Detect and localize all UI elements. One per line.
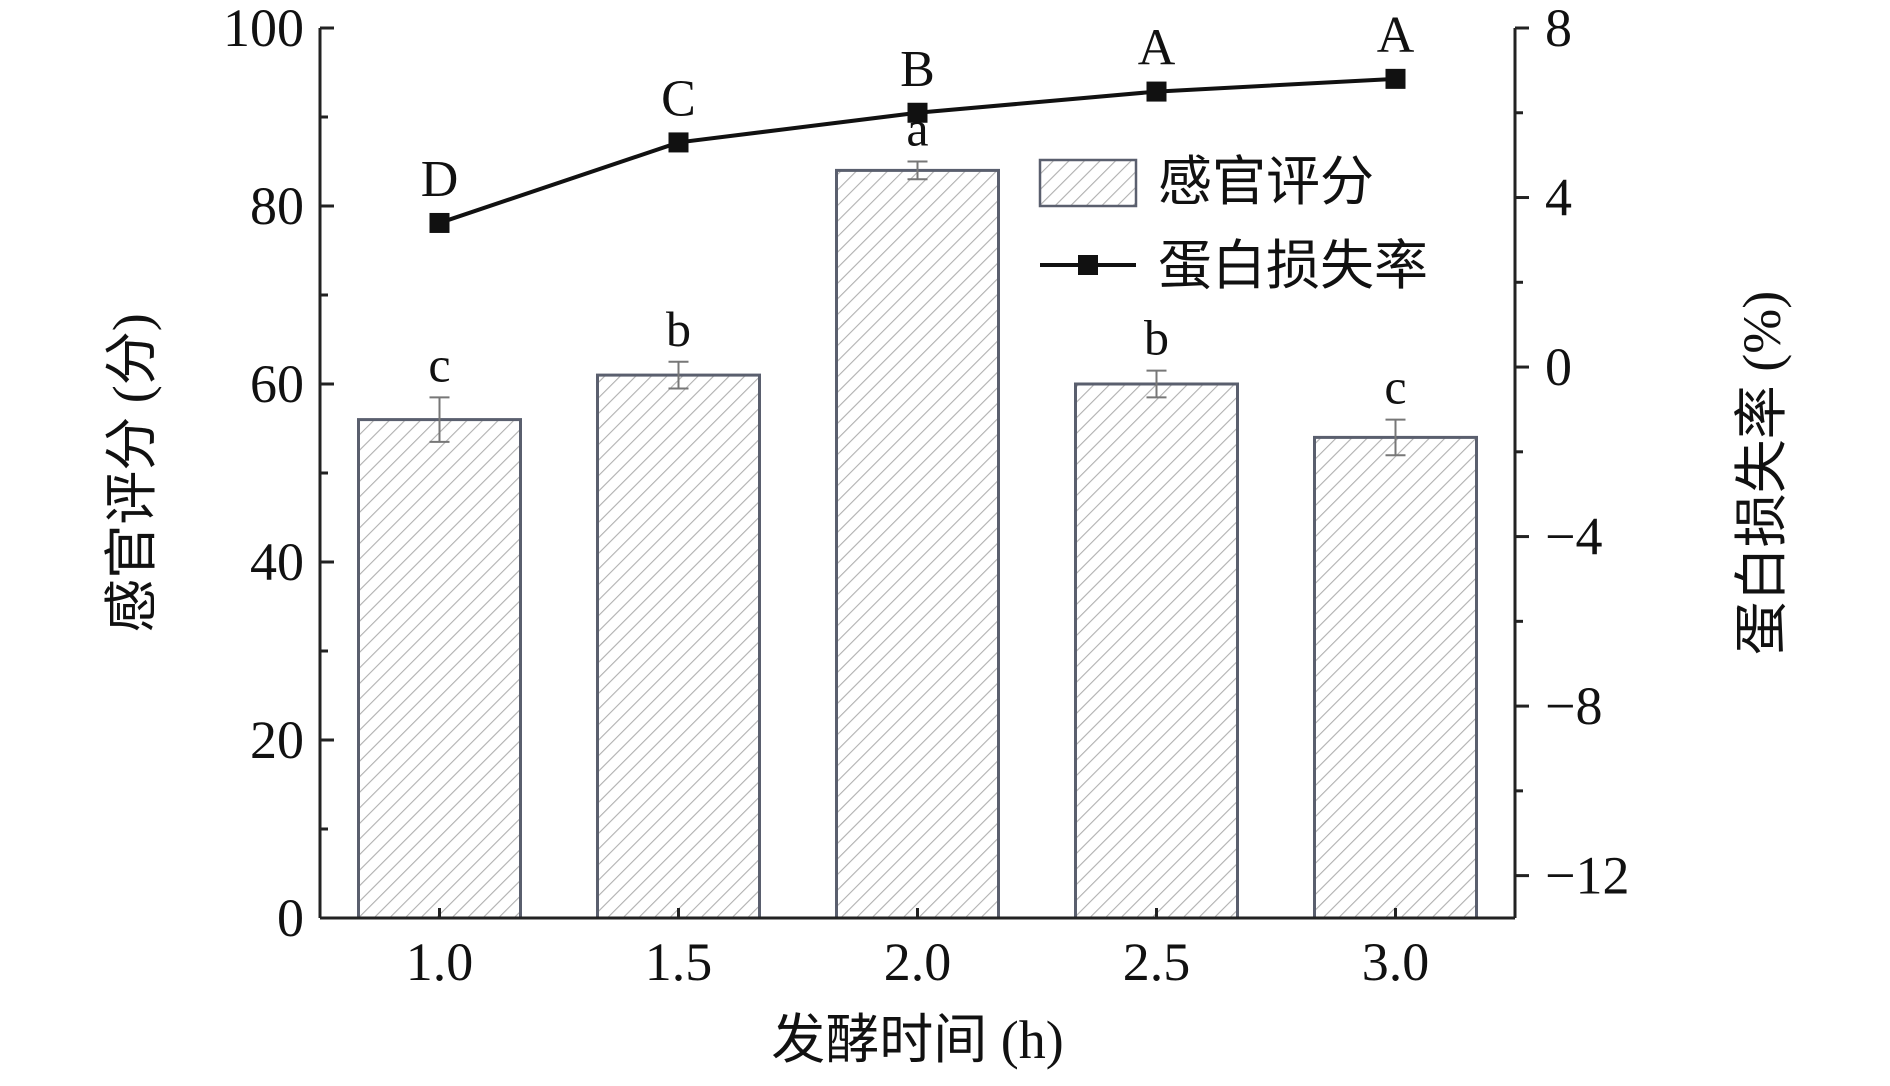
bar-2.5: [1074, 382, 1239, 920]
bar-label-2.0: a: [906, 101, 928, 157]
bar-2.0: [835, 168, 1000, 920]
right-tick-label--8: −8: [1545, 676, 1602, 736]
line-marker-2.5: [1146, 81, 1167, 102]
right-tick-label--4: −4: [1545, 507, 1602, 567]
right-tick-label-8: 8: [1545, 0, 1572, 58]
y-axis-left-title: 感官评分 (分): [102, 313, 162, 632]
left-tick-label-20: 20: [250, 710, 304, 770]
x-tick-label-2.0: 2.0: [884, 932, 952, 992]
x-tick-label-1.0: 1.0: [406, 932, 474, 992]
line-label-2.5: A: [1138, 20, 1176, 77]
right-tick-label-0: 0: [1545, 337, 1572, 397]
left-tick-label-80: 80: [250, 176, 304, 236]
line-marker-1.0: [429, 212, 450, 233]
bar-1.0: [357, 418, 522, 920]
bar-label-1.0: c: [428, 336, 450, 392]
line-label-1.0: D: [421, 151, 459, 208]
labels-layer: c b a b c D C B A A: [421, 7, 1415, 415]
legend-swatch-bar: [1038, 158, 1138, 208]
bar-label-1.5: b: [666, 301, 691, 357]
line-label-1.5: C: [661, 70, 696, 127]
x-axis-title: 发酵时间 (h): [771, 1010, 1063, 1070]
x-tick-label-3.0: 3.0: [1362, 932, 1430, 992]
bar-3.0: [1313, 435, 1478, 920]
left-tick-label-60: 60: [250, 354, 304, 414]
axes-layer: 0 20 40 60 80 100 −12 −8 −4 0 4 8 1.0 1.5 2.0 2.5 3.0 发酵时…: [102, 0, 1792, 1070]
line-marker-3.0: [1385, 68, 1406, 89]
error-bars-layer: [429, 160, 1406, 457]
line-label-2.0: B: [900, 41, 935, 98]
bar-label-2.5: b: [1144, 310, 1169, 366]
legend-swatch-marker: [1078, 255, 1098, 275]
right-tick-label--12: −12: [1545, 846, 1629, 906]
right-tick-label-4: 4: [1545, 168, 1572, 228]
left-tick-label-0: 0: [277, 888, 304, 948]
left-tick-label-100: 100: [223, 0, 304, 58]
line-label-3.0: A: [1377, 7, 1415, 64]
line-marker-1.5: [668, 132, 689, 153]
line-marker-2.0: [907, 102, 928, 123]
line-layer: [429, 68, 1406, 233]
legend-label-bar: 感官评分: [1158, 152, 1374, 212]
y-axis-right-title: 蛋白损失率 (%): [1732, 291, 1792, 655]
legend-label-line: 蛋白损失率: [1158, 236, 1428, 296]
bar-1.5: [596, 373, 761, 920]
left-tick-label-40: 40: [250, 532, 304, 592]
bar-label-3.0: c: [1384, 359, 1406, 415]
x-tick-label-2.5: 2.5: [1123, 932, 1191, 992]
x-tick-label-1.5: 1.5: [645, 932, 713, 992]
